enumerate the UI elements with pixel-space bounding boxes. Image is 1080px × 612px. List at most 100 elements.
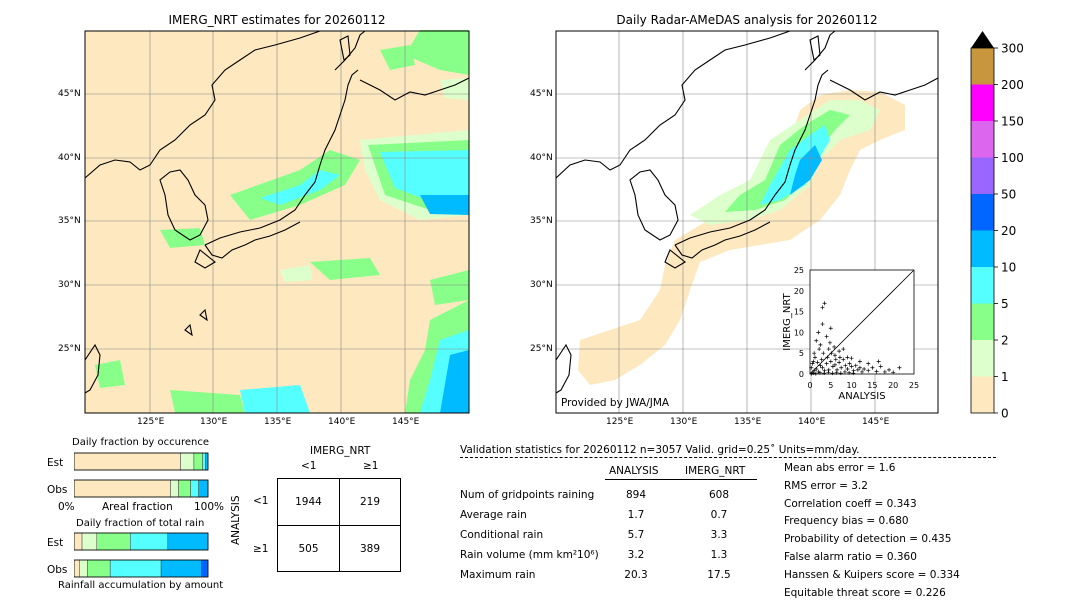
inset-point	[851, 368, 856, 373]
inset-xtick-label: 15	[867, 381, 877, 390]
inset-point	[847, 361, 852, 366]
stacked-segment	[198, 479, 209, 498]
colorbar-tick-label: 100	[1001, 151, 1024, 165]
stacked-segment	[190, 479, 199, 498]
contingency-hdivider	[278, 525, 400, 526]
inset-point	[820, 322, 825, 327]
inset-point	[817, 370, 822, 375]
inset-point	[830, 364, 835, 369]
totalrain-title: Daily fraction of total rain	[76, 518, 205, 529]
contingency-row-axis: ANALYSIS	[230, 495, 242, 545]
stacked-bar-outline	[74, 559, 209, 578]
validation-row-imerg: 1.3	[710, 549, 728, 561]
colorbar-tick-label: 5	[1001, 297, 1009, 311]
inset-point	[897, 365, 902, 370]
inset-point	[847, 370, 852, 375]
colorbar-segment	[971, 230, 994, 267]
occurrence-hundred-label: 100%	[194, 501, 225, 513]
validation-score: Frequency bias = 0.680	[784, 515, 909, 528]
right-lat-30: 30°N	[530, 280, 553, 290]
inset-point	[832, 353, 837, 358]
totalrain-est-label: Est	[47, 537, 64, 549]
validation-row-label: Average rain	[460, 509, 527, 521]
inset-point	[878, 364, 883, 369]
stacked-segment	[87, 559, 111, 578]
inset-xtick-label: 0	[807, 381, 812, 390]
contingency-row-lt1: <1	[253, 495, 269, 507]
stacked-segment	[180, 452, 195, 471]
validation-header: Validation statistics for 20260112 n=305…	[460, 444, 860, 456]
validation-score: RMS error = 3.2	[784, 479, 868, 492]
right-lat-25: 25°N	[530, 344, 553, 354]
stacked-segment	[205, 452, 209, 471]
inset-point	[824, 334, 829, 339]
validation-row-analysis: 5.7	[627, 529, 645, 541]
occurrence-est-label: Est	[47, 457, 64, 469]
inset-point	[827, 340, 832, 345]
inset-point	[857, 359, 862, 364]
contingency-cell-00: 1944	[295, 496, 322, 508]
inset-ytick-label: 0	[799, 370, 804, 379]
inset-point	[866, 361, 871, 366]
inset-point	[816, 330, 821, 335]
left-lon-135: 135°E	[264, 417, 292, 427]
colorbar-segment	[971, 84, 994, 121]
inset-point	[837, 360, 842, 365]
colorbar-segment	[971, 157, 994, 194]
validation-score: Correlation coeff = 0.343	[784, 497, 917, 510]
right-lon-140: 140°E	[798, 417, 826, 427]
stacked-segment	[81, 532, 98, 551]
colorbar-overflow-arrow	[971, 31, 994, 48]
colorbar-segment	[971, 303, 994, 340]
validation-row-imerg: 608	[708, 489, 730, 501]
validation-rule	[460, 457, 996, 458]
colorbar-segment	[971, 194, 994, 231]
left-map-title: IMERG_NRT estimates for 20260112	[168, 13, 386, 27]
left-lon-145: 145°E	[392, 417, 420, 427]
inset-point	[882, 369, 887, 374]
inset-point	[849, 356, 854, 361]
validation-score: Probability of detection = 0.435	[784, 533, 952, 546]
stacked-segment	[201, 559, 209, 578]
right-map-title: Daily Radar-AMeDAS analysis for 20260112	[616, 13, 878, 27]
colorbar-tick-label: 1	[1001, 370, 1009, 384]
inset-xtick-label: 20	[888, 381, 898, 390]
contingency-col-lt1: <1	[301, 460, 317, 472]
inset-ytick-label: 25	[794, 266, 804, 275]
occurrence-title: Daily fraction by occurence	[72, 437, 210, 448]
occurrence-bars	[74, 452, 209, 498]
validation-row-analysis: 20.3	[624, 569, 648, 581]
stacked-segment	[160, 559, 202, 578]
contingency-col-ge1: ≥1	[363, 460, 379, 472]
inset-point	[822, 368, 827, 373]
stacked-bar-outline	[74, 532, 209, 551]
inset-point	[841, 347, 846, 352]
colorbar-segment	[971, 376, 994, 413]
inset-point	[826, 347, 831, 352]
inset-point	[828, 359, 833, 364]
stacked-segment	[193, 452, 203, 471]
inset-point	[822, 371, 827, 376]
inset-point	[832, 362, 837, 367]
inset-point	[814, 338, 819, 343]
validation-row-imerg: 0.7	[710, 509, 728, 521]
data-credit: Provided by JWA/JMA	[561, 397, 670, 409]
inset-point	[853, 363, 858, 368]
inset-point	[842, 369, 847, 374]
inset-point	[826, 367, 831, 372]
left-lon-130: 130°E	[200, 417, 228, 427]
occurrence-xlabel: Areal fraction	[102, 501, 173, 513]
inset-point	[833, 357, 838, 362]
colorbar-segment	[971, 48, 994, 85]
validation-row-label: Maximum rain	[460, 569, 536, 581]
colorbar-segment	[971, 340, 994, 377]
inset-point	[820, 365, 825, 370]
totalrain-obs-label: Obs	[47, 564, 68, 576]
inset-point	[809, 371, 814, 376]
stacked-segment	[178, 479, 191, 498]
validation-col-imerg: IMERG_NRT	[685, 465, 746, 477]
inset-point	[837, 355, 842, 360]
inset-point	[825, 355, 830, 360]
stacked-segment	[74, 479, 171, 498]
